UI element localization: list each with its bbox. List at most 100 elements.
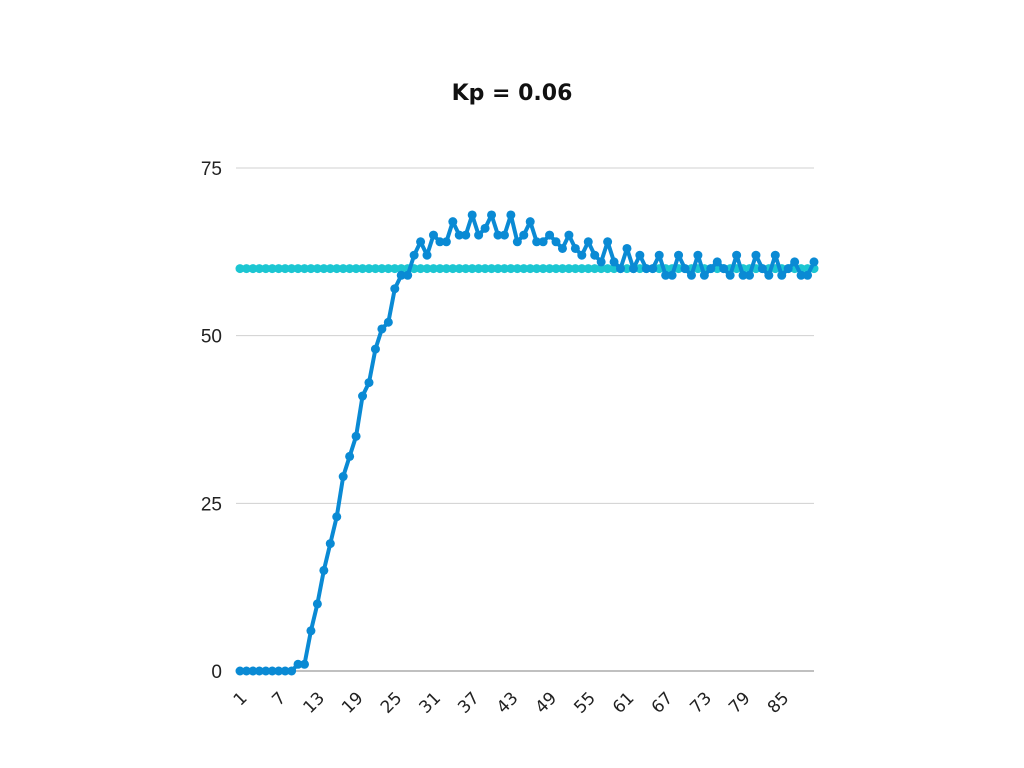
data-point-setpoint — [351, 264, 361, 274]
data-point-process — [628, 264, 638, 274]
data-point-setpoint — [428, 264, 438, 274]
data-point-process — [467, 210, 477, 220]
data-point-setpoint — [274, 264, 284, 274]
data-point-setpoint — [635, 264, 645, 274]
data-point-process — [319, 565, 329, 575]
x-tick-label: 73 — [686, 688, 715, 717]
x-tick-label: 7 — [268, 688, 290, 710]
data-point-process — [693, 250, 703, 260]
data-point-setpoint — [506, 264, 516, 274]
x-tick-label: 19 — [338, 688, 367, 717]
data-point-process — [803, 270, 813, 280]
data-point-setpoint — [570, 264, 580, 274]
data-point-setpoint — [551, 264, 561, 274]
data-point-process — [570, 243, 580, 253]
data-point-process — [699, 270, 709, 280]
data-point-setpoint — [332, 264, 342, 274]
data-point-setpoint — [467, 264, 477, 274]
data-point-setpoint — [454, 264, 464, 274]
data-point-setpoint — [416, 264, 426, 274]
data-point-process — [603, 237, 613, 247]
data-point-process — [474, 230, 484, 240]
data-point-process — [461, 230, 471, 240]
data-point-process — [725, 270, 735, 280]
data-point-process — [654, 250, 664, 260]
data-point-process — [751, 250, 761, 260]
data-point-setpoint — [299, 264, 309, 274]
data-point-process — [577, 250, 587, 260]
data-point-process — [738, 270, 748, 280]
data-point-setpoint — [577, 264, 587, 274]
data-point-process — [428, 230, 438, 240]
data-point-setpoint — [358, 264, 368, 274]
data-point-process — [641, 264, 651, 274]
data-point-process — [299, 659, 309, 669]
data-point-process — [796, 270, 806, 280]
data-point-setpoint — [319, 264, 329, 274]
data-point-process — [287, 666, 297, 676]
gridlines — [236, 167, 814, 504]
data-point-process — [274, 666, 284, 676]
data-point-process — [448, 217, 458, 227]
data-point-process — [648, 264, 658, 274]
data-point-setpoint — [241, 264, 251, 274]
data-point-process — [403, 270, 413, 280]
data-point-setpoint — [512, 264, 522, 274]
x-tick-label: 43 — [493, 688, 522, 717]
data-point-process — [506, 210, 516, 220]
data-point-process — [248, 666, 258, 676]
data-point-process — [235, 666, 245, 676]
data-point-setpoint — [396, 264, 406, 274]
data-point-process — [583, 237, 593, 247]
data-point-setpoint — [525, 264, 535, 274]
x-tick-label: 55 — [570, 688, 599, 717]
data-point-process — [777, 270, 787, 280]
data-point-setpoint — [519, 264, 529, 274]
y-tick-label: 25 — [201, 494, 222, 515]
data-point-setpoint — [390, 264, 400, 274]
data-point-process — [519, 230, 529, 240]
y-tick-label: 0 — [211, 662, 222, 683]
data-point-process — [745, 270, 755, 280]
data-point-process — [674, 250, 684, 260]
data-point-process — [499, 230, 509, 240]
data-point-process — [686, 270, 696, 280]
data-point-process — [661, 270, 671, 280]
data-point-process — [667, 270, 677, 280]
series-line-process — [238, 212, 816, 673]
data-point-process — [706, 264, 716, 274]
data-point-process — [512, 237, 522, 247]
data-point-process — [712, 257, 722, 267]
data-point-process — [732, 250, 742, 260]
data-point-process — [480, 223, 490, 233]
data-point-setpoint — [622, 264, 632, 274]
data-point-setpoint — [557, 264, 567, 274]
data-point-process — [390, 284, 400, 294]
data-point-setpoint — [603, 264, 613, 274]
x-tick-label: 13 — [299, 688, 328, 717]
data-point-setpoint — [267, 264, 277, 274]
data-point-process — [783, 264, 793, 274]
x-tick-label: 61 — [609, 688, 638, 717]
data-point-setpoint — [564, 264, 574, 274]
series-layer — [235, 210, 819, 676]
data-point-process — [770, 250, 780, 260]
data-point-process — [454, 230, 464, 240]
data-point-process — [332, 512, 342, 522]
data-point-process — [422, 250, 432, 260]
data-point-setpoint — [364, 264, 374, 274]
x-tick-label: 1 — [230, 688, 252, 710]
data-point-process — [596, 257, 606, 267]
chart-title: Kp = 0.06 — [452, 81, 573, 106]
data-point-process — [351, 431, 361, 441]
data-point-setpoint — [338, 264, 348, 274]
data-point-process — [306, 626, 316, 636]
data-point-process — [557, 243, 567, 253]
data-point-process — [364, 378, 374, 388]
data-point-process — [441, 237, 451, 247]
data-point-process — [338, 472, 348, 482]
series-process — [235, 210, 819, 676]
data-point-process — [790, 257, 800, 267]
data-point-setpoint — [383, 264, 393, 274]
data-point-setpoint — [583, 264, 593, 274]
